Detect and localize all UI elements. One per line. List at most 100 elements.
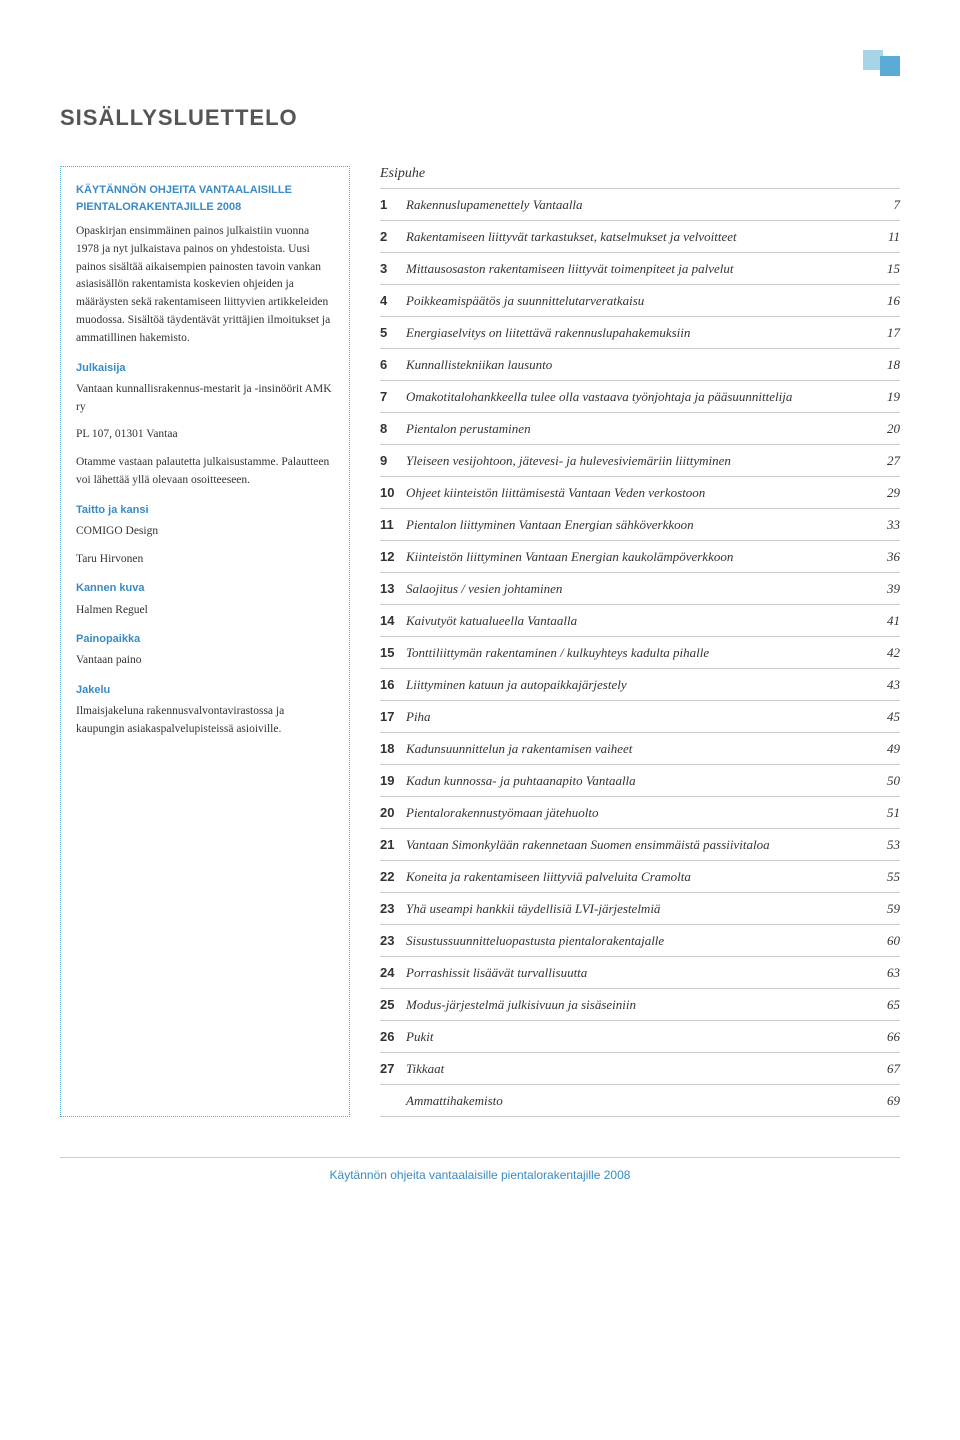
toc-entry-page: 29 [870,485,900,501]
toc-entry-page: 11 [870,229,900,245]
toc-entry-title: Mittausosaston rakentamiseen liittyvät t… [406,261,870,277]
toc-entry-number: 5 [380,325,406,340]
toc-entry-number: 6 [380,357,406,372]
toc-entry-number: 7 [380,389,406,404]
toc-entry-number: 18 [380,741,406,756]
toc-entry-number: 2 [380,229,406,244]
toc-entry-number: 22 [380,869,406,884]
toc-entry-page: 20 [870,421,900,437]
toc-entry-title: Modus-järjestelmä julkisivuun ja sisäsei… [406,997,870,1013]
toc-entry-number: 13 [380,581,406,596]
page-footer: Käytännön ohjeita vantaalaisille piental… [60,1157,900,1182]
toc-preface-heading: Esipuhe [380,166,900,189]
toc-row: 15Tonttiliittymän rakentaminen / kulkuyh… [380,637,900,669]
toc-entry-title: Pientalon liittyminen Vantaan Energian s… [406,517,870,533]
toc-entry-number: 21 [380,837,406,852]
toc-entry-title: Tikkaat [406,1061,870,1077]
toc-entry-number: 4 [380,293,406,308]
cover-photo-credit: Halmen Reguel [76,602,334,620]
publisher-heading: Julkaisija [76,360,334,377]
toc-entry-page: 45 [870,709,900,725]
toc-entry-number: 24 [380,965,406,980]
toc-entry-page: 19 [870,389,900,405]
toc-entry-title: Rakennuslupamenettely Vantaalla [406,197,870,213]
toc-row: 3Mittausosaston rakentamiseen liittyvät … [380,253,900,285]
toc-entry-page: 16 [870,293,900,309]
toc-entry-title: Kunnallistekniikan lausunto [406,357,870,373]
toc-entry-page: 15 [870,261,900,277]
toc-row: 4Poikkeamispäätös ja suunnittelutarverat… [380,285,900,317]
toc-row: 20Pientalorakennustyömaan jätehuolto51 [380,797,900,829]
toc-entry-number: 17 [380,709,406,724]
toc-entry-number: 10 [380,485,406,500]
toc-row: 14Kaivutyöt katualueella Vantaalla41 [380,605,900,637]
toc-entry-page: 59 [870,901,900,917]
toc-row: 13Salaojitus / vesien johtaminen39 [380,573,900,605]
toc-row: 9Yleiseen vesijohtoon, jätevesi- ja hule… [380,445,900,477]
intro-paragraph: Opaskirjan ensimmäinen painos julkaistii… [76,223,334,348]
toc-entry-title: Energiaselvitys on liitettävä rakennuslu… [406,325,870,341]
toc-entry-title: Pukit [406,1029,870,1045]
toc-row: 18Kadunsuunnittelun ja rakentamisen vaih… [380,733,900,765]
toc-entry-number: 12 [380,549,406,564]
toc-entry-title: Yhä useampi hankkii täydellisiä LVI-järj… [406,901,870,917]
toc-entry-number: 19 [380,773,406,788]
toc-entry-title: Kadun kunnossa- ja puhtaanapito Vantaall… [406,773,870,789]
sidebar-info-box: KÄYTÄNNÖN OHJEITA VANTAALAISILLE PIENTAL… [60,166,350,1117]
toc-entry-number: 23 [380,933,406,948]
toc-entry-title: Pientalorakennustyömaan jätehuolto [406,805,870,821]
toc-entry-page: 65 [870,997,900,1013]
toc-entry-page: 42 [870,645,900,661]
toc-row: 5Energiaselvitys on liitettävä rakennusl… [380,317,900,349]
toc-row: 27Tikkaat67 [380,1053,900,1085]
cover-photo-heading: Kannen kuva [76,580,334,597]
toc-row: 1Rakennuslupamenettely Vantaalla7 [380,189,900,221]
toc-entry-title: Poikkeamispäätös ja suunnittelutarveratk… [406,293,870,309]
toc-entry-title: Vantaan Simonkylään rakennetaan Suomen e… [406,837,870,853]
toc-entry-number: 3 [380,261,406,276]
toc-entry-title: Porrashissit lisäävät turvallisuutta [406,965,870,981]
toc-entry-title: Ammattihakemisto [406,1093,870,1109]
toc-row: 2Rakentamiseen liittyvät tarkastukset, k… [380,221,900,253]
toc-entry-page: 60 [870,933,900,949]
toc-entry-number: 26 [380,1029,406,1044]
feedback-note: Otamme vastaan palautetta julkaisustamme… [76,454,334,490]
toc-row: 12Kiinteistön liittyminen Vantaan Energi… [380,541,900,573]
printer-name: Vantaan paino [76,652,334,670]
toc-entry-page: 17 [870,325,900,341]
toc-entry-title: Sisustussuunnitteluopastusta pientalorak… [406,933,870,949]
toc-entry-title: Yleiseen vesijohtoon, jätevesi- ja hulev… [406,453,870,469]
publisher-name: Vantaan kunnallisrakennus-mestarit ja -i… [76,381,334,417]
toc-row: 10Ohjeet kiinteistön liittämisestä Vanta… [380,477,900,509]
toc-row: 8Pientalon perustaminen20 [380,413,900,445]
toc-row: 7Omakotitalohankkeella tulee olla vastaa… [380,381,900,413]
toc-row: 22Koneita ja rakentamiseen liittyviä pal… [380,861,900,893]
layout-heading: Taitto ja kansi [76,502,334,519]
table-of-contents: Esipuhe 1Rakennuslupamenettely Vantaalla… [380,166,900,1117]
toc-entry-page: 18 [870,357,900,373]
toc-entry-page: 33 [870,517,900,533]
toc-entry-page: 63 [870,965,900,981]
toc-entry-page: 66 [870,1029,900,1045]
toc-row: 19Kadun kunnossa- ja puhtaanapito Vantaa… [380,765,900,797]
header-squares-icon [863,50,900,81]
toc-entry-title: Rakentamiseen liittyvät tarkastukset, ka… [406,229,870,245]
distribution-heading: Jakelu [76,682,334,699]
toc-entry-number: 23 [380,901,406,916]
toc-row: 24Porrashissit lisäävät turvallisuutta63 [380,957,900,989]
toc-entry-title: Koneita ja rakentamiseen liittyviä palve… [406,869,870,885]
guide-title-heading: KÄYTÄNNÖN OHJEITA VANTAALAISILLE PIENTAL… [76,182,334,215]
toc-entry-number: 20 [380,805,406,820]
toc-final-row: Ammattihakemisto 69 [380,1085,900,1117]
toc-entry-number: 16 [380,677,406,692]
toc-entry-title: Kadunsuunnittelun ja rakentamisen vaihee… [406,741,870,757]
toc-entry-number: 8 [380,421,406,436]
toc-entry-page: 49 [870,741,900,757]
toc-entry-page: 69 [870,1093,900,1109]
layout-person: Taru Hirvonen [76,551,334,569]
toc-entry-title: Salaojitus / vesien johtaminen [406,581,870,597]
toc-entry-title: Kiinteistön liittyminen Vantaan Energian… [406,549,870,565]
toc-entry-title: Pientalon perustaminen [406,421,870,437]
toc-row: 17Piha45 [380,701,900,733]
toc-entry-title: Liittyminen katuun ja autopaikkajärjeste… [406,677,870,693]
